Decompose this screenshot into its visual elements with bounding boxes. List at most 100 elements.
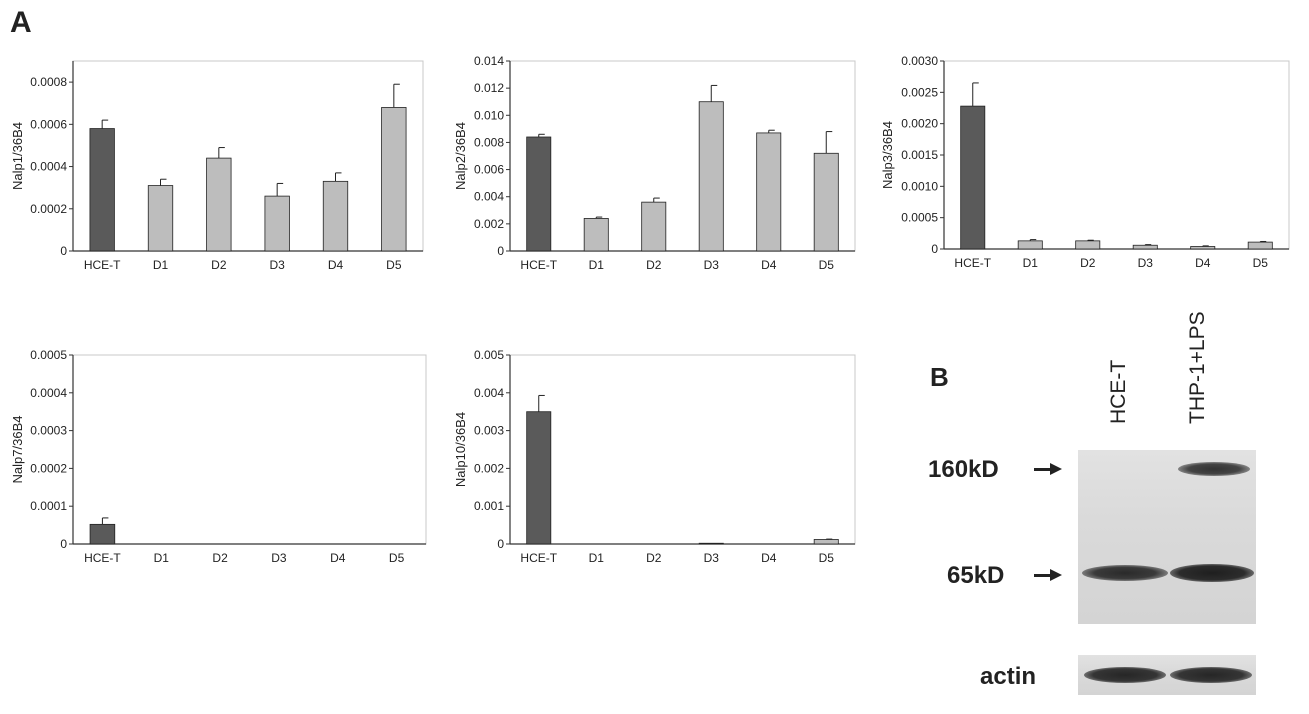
- x-tick-label-2-0: HCE-T: [954, 256, 991, 270]
- plot-area-0: [72, 60, 424, 252]
- bar-4-5: [813, 539, 839, 545]
- x-tick-label-1-2: D2: [646, 258, 662, 272]
- bar-4-0: [526, 411, 552, 545]
- x-tick-label-4-2: D2: [646, 551, 662, 565]
- y-tick-label-1-2: 0.004: [474, 190, 504, 204]
- x-tick-label-3-3: D3: [271, 551, 287, 565]
- y-tick-label-2-3: 0.0015: [901, 148, 938, 162]
- bar-0-1: [147, 185, 174, 252]
- x-tick-label-2-3: D3: [1138, 256, 1154, 270]
- panel-a-label: A: [10, 6, 32, 39]
- x-tick-label-3-1: D1: [154, 551, 170, 565]
- y-tick-label-4-1: 0.001: [474, 499, 504, 513]
- bar-0-4: [322, 180, 349, 252]
- blot-membrane: [1078, 450, 1256, 624]
- bar-0-3: [264, 195, 290, 252]
- y-tick-label-2-2: 0.0010: [901, 179, 938, 193]
- x-tick-label-0-4: D4: [328, 258, 344, 272]
- y-tick-label-1-0: 0: [497, 244, 504, 258]
- x-tick-label-3-2: D2: [212, 551, 228, 565]
- x-tick-label-0-5: D5: [386, 258, 402, 272]
- y-axis-label-3: Nalp7/36B4: [10, 416, 25, 484]
- y-tick-label-3-5: 0.0005: [30, 348, 67, 362]
- y-axis-label-0: Nalp1/36B4: [10, 122, 25, 190]
- x-tick-label-4-1: D1: [589, 551, 605, 565]
- panel-b-label: B: [930, 362, 949, 392]
- y-tick-label-4-3: 0.003: [474, 424, 504, 438]
- bar-2-5: [1247, 241, 1273, 250]
- y-tick-label-1-3: 0.006: [474, 163, 504, 177]
- bar-1-4: [756, 132, 782, 252]
- bar-0-0: [89, 128, 115, 252]
- plot-area-3: [72, 354, 427, 545]
- y-tick-label-1-4: 0.008: [474, 135, 504, 149]
- x-tick-label-0-3: D3: [269, 258, 285, 272]
- y-tick-label-2-1: 0.0005: [901, 211, 938, 225]
- y-tick-label-4-0: 0: [497, 537, 504, 551]
- y-tick-label-4-4: 0.004: [474, 386, 504, 400]
- marker-label-160kd: 160kD: [928, 456, 999, 483]
- x-tick-label-1-1: D1: [589, 258, 605, 272]
- marker-arrow-65kd: [1034, 569, 1062, 581]
- band-hce-t-actin: [1084, 667, 1166, 683]
- y-tick-label-1-7: 0.014: [474, 54, 504, 68]
- lane-label-hce-t: HCE-T: [1107, 359, 1130, 424]
- x-tick-label-0-0: HCE-T: [84, 258, 121, 272]
- x-tick-label-1-5: D5: [819, 258, 835, 272]
- y-tick-label-2-4: 0.0020: [901, 117, 938, 131]
- y-tick-label-2-5: 0.0025: [901, 85, 938, 99]
- loading-control-label: actin: [980, 663, 1037, 690]
- lane-label-thp1-lps: THP-1+LPS: [1186, 311, 1209, 424]
- plot-area-1: [509, 60, 856, 252]
- y-axis-label-1: Nalp2/36B4: [453, 122, 468, 190]
- x-tick-label-3-4: D4: [330, 551, 346, 565]
- x-tick-label-0-2: D2: [211, 258, 227, 272]
- x-tick-label-4-0: HCE-T: [520, 551, 557, 565]
- y-tick-label-4-2: 0.002: [474, 461, 504, 475]
- x-tick-label-1-0: HCE-T: [520, 258, 557, 272]
- x-tick-label-2-2: D2: [1080, 256, 1096, 270]
- y-tick-label-0-2: 0.0004: [30, 160, 67, 174]
- bar-2-4: [1190, 246, 1216, 250]
- bar-3-0: [89, 523, 116, 545]
- y-axis-label-4: Nalp10/36B4: [453, 412, 468, 487]
- band-thp1-actin: [1170, 667, 1252, 683]
- x-tick-label-4-4: D4: [761, 551, 777, 565]
- bar-2-3: [1132, 244, 1158, 250]
- y-tick-label-1-6: 0.012: [474, 81, 504, 95]
- bar-1-0: [526, 136, 552, 252]
- x-tick-label-4-3: D3: [704, 551, 720, 565]
- band-hce-t-65kd: [1082, 565, 1168, 581]
- y-tick-label-2-6: 0.0030: [901, 54, 938, 68]
- bar-1-5: [813, 152, 839, 252]
- bar-2-0: [960, 105, 986, 250]
- x-tick-label-0-1: D1: [153, 258, 169, 272]
- band-thp1-160kd: [1178, 462, 1250, 476]
- bar-1-2: [641, 201, 667, 252]
- x-tick-label-4-5: D5: [819, 551, 835, 565]
- plot-area-4: [509, 354, 856, 545]
- bar-0-2: [206, 157, 232, 252]
- y-tick-label-0-4: 0.0008: [30, 75, 67, 89]
- y-axis-label-2: Nalp3/36B4: [880, 121, 895, 189]
- y-tick-label-3-0: 0: [60, 537, 67, 551]
- y-tick-label-0-0: 0: [60, 244, 67, 258]
- y-tick-label-0-1: 0.0002: [30, 202, 67, 216]
- y-tick-label-0-3: 0.0006: [30, 117, 67, 131]
- bar-0-5: [381, 107, 407, 252]
- y-tick-label-4-5: 0.005: [474, 348, 504, 362]
- x-tick-label-1-4: D4: [761, 258, 777, 272]
- plot-area-2: [943, 60, 1290, 250]
- y-tick-label-2-0: 0: [931, 242, 938, 256]
- y-tick-label-3-4: 0.0004: [30, 386, 67, 400]
- y-tick-label-3-2: 0.0002: [30, 461, 67, 475]
- y-tick-label-3-1: 0.0001: [30, 499, 67, 513]
- bar-4-3: [698, 542, 724, 545]
- y-tick-label-1-5: 0.010: [474, 108, 504, 122]
- x-tick-label-2-4: D4: [1195, 256, 1211, 270]
- x-tick-label-1-3: D3: [704, 258, 720, 272]
- bar-2-2: [1075, 240, 1101, 250]
- y-tick-label-1-1: 0.002: [474, 217, 504, 231]
- x-tick-label-3-5: D5: [389, 551, 405, 565]
- marker-label-65kd: 65kD: [947, 562, 1005, 589]
